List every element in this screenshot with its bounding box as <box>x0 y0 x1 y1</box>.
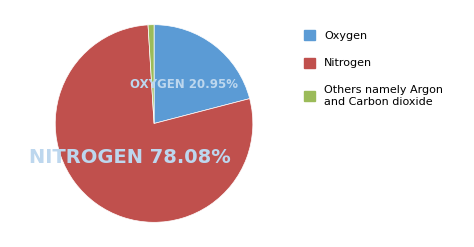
Text: NITROGEN 78.08%: NITROGEN 78.08% <box>29 148 230 166</box>
Text: OXYGEN 20.95%: OXYGEN 20.95% <box>130 78 238 91</box>
Legend: Oxygen, Nitrogen, Others namely Argon
and Carbon dioxide: Oxygen, Nitrogen, Others namely Argon an… <box>304 30 443 107</box>
Wedge shape <box>154 25 250 124</box>
Wedge shape <box>55 25 253 222</box>
Wedge shape <box>148 25 154 124</box>
